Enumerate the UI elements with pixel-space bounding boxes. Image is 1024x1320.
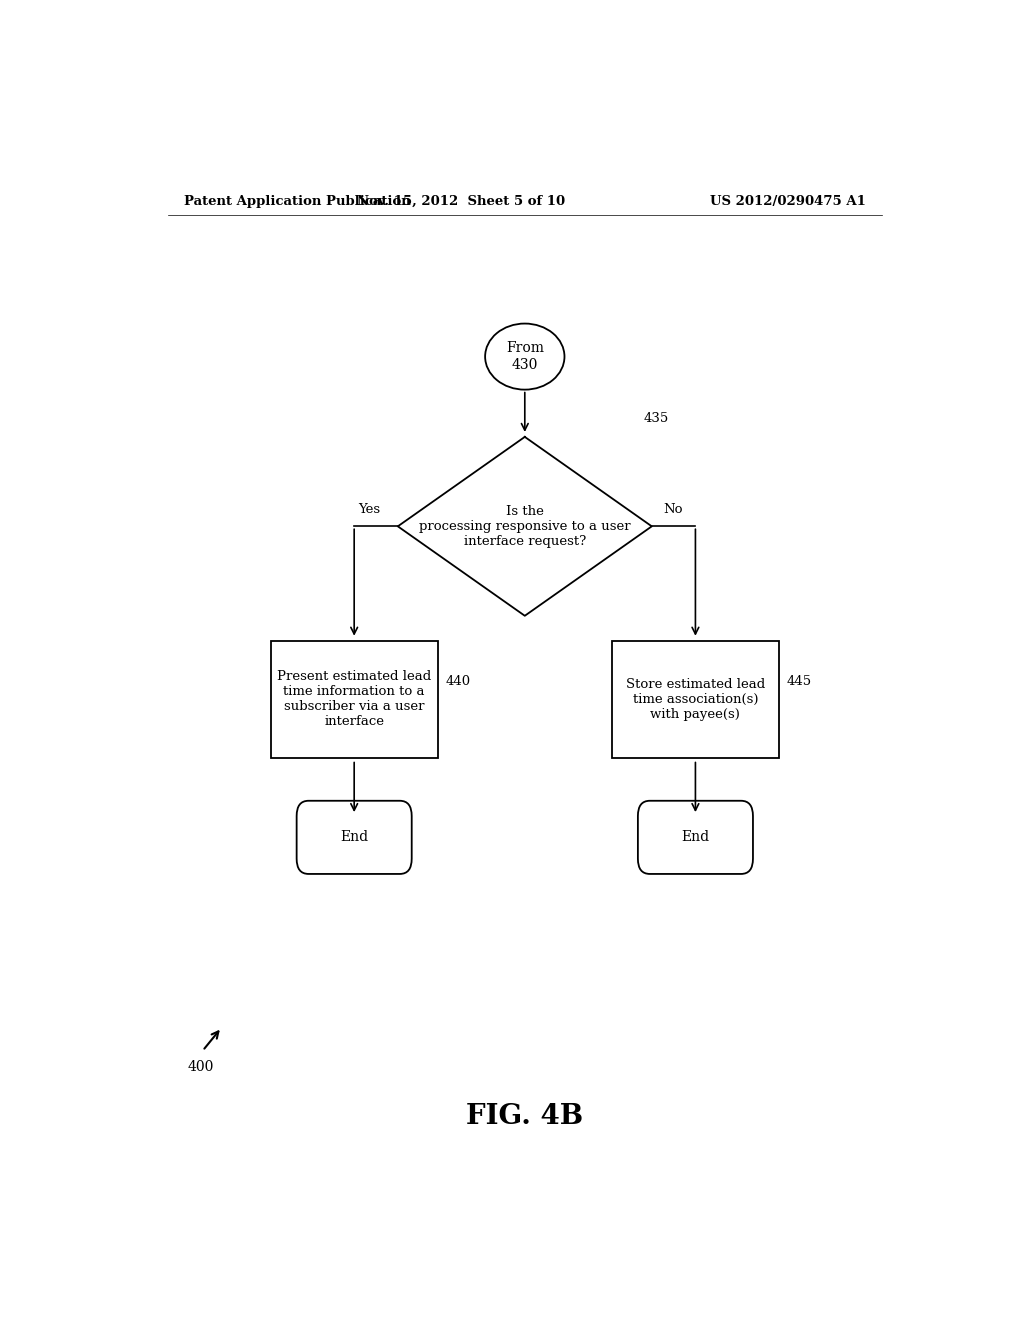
Bar xyxy=(612,640,778,758)
Text: Store estimated lead
time association(s)
with payee(s): Store estimated lead time association(s)… xyxy=(626,677,765,721)
Text: From
430: From 430 xyxy=(506,342,544,372)
Text: US 2012/0290475 A1: US 2012/0290475 A1 xyxy=(711,194,866,207)
Text: Yes: Yes xyxy=(358,503,380,516)
Text: End: End xyxy=(340,830,369,845)
Text: 400: 400 xyxy=(187,1060,214,1074)
Text: Nov. 15, 2012  Sheet 5 of 10: Nov. 15, 2012 Sheet 5 of 10 xyxy=(357,194,565,207)
Text: Patent Application Publication: Patent Application Publication xyxy=(183,194,411,207)
Text: 445: 445 xyxy=(786,675,812,688)
Text: FIG. 4B: FIG. 4B xyxy=(466,1104,584,1130)
Text: No: No xyxy=(664,503,683,516)
Text: Is the
processing responsive to a user
interface request?: Is the processing responsive to a user i… xyxy=(419,504,631,548)
Text: 440: 440 xyxy=(445,675,471,688)
Text: End: End xyxy=(681,830,710,845)
Bar xyxy=(270,640,437,758)
Text: Present estimated lead
time information to a
subscriber via a user
interface: Present estimated lead time information … xyxy=(278,671,431,729)
Text: 435: 435 xyxy=(644,412,669,425)
